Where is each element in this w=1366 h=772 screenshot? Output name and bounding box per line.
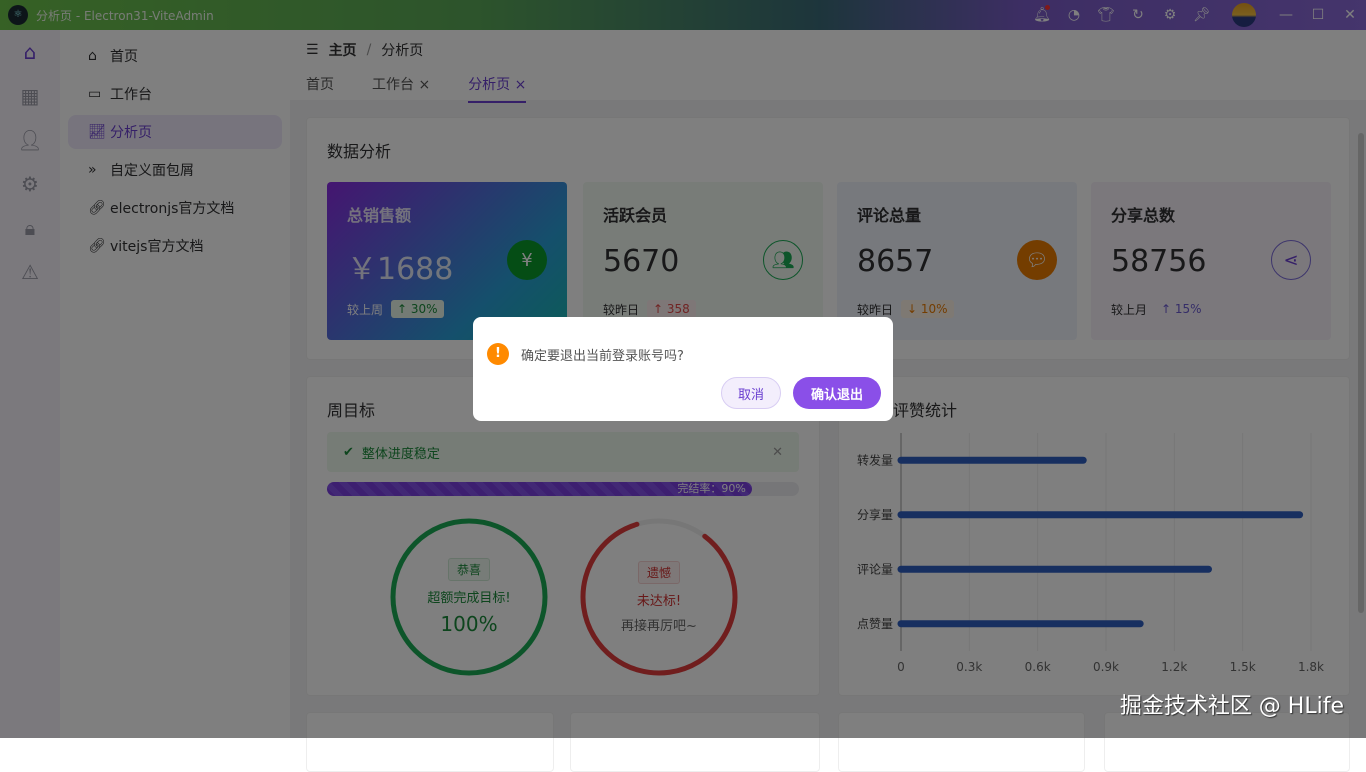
watermark: 掘金技术社区 @ HLife xyxy=(1119,694,1344,719)
cancel-button[interactable]: 取消 xyxy=(721,377,781,409)
warning-icon: ! xyxy=(487,343,509,365)
confirm-logout-button[interactable]: 确认退出 xyxy=(793,377,881,409)
dialog-message: 确定要退出当前登录账号吗? xyxy=(521,348,684,364)
logout-confirm-dialog: ! 确定要退出当前登录账号吗? 取消 确认退出 xyxy=(473,317,893,421)
